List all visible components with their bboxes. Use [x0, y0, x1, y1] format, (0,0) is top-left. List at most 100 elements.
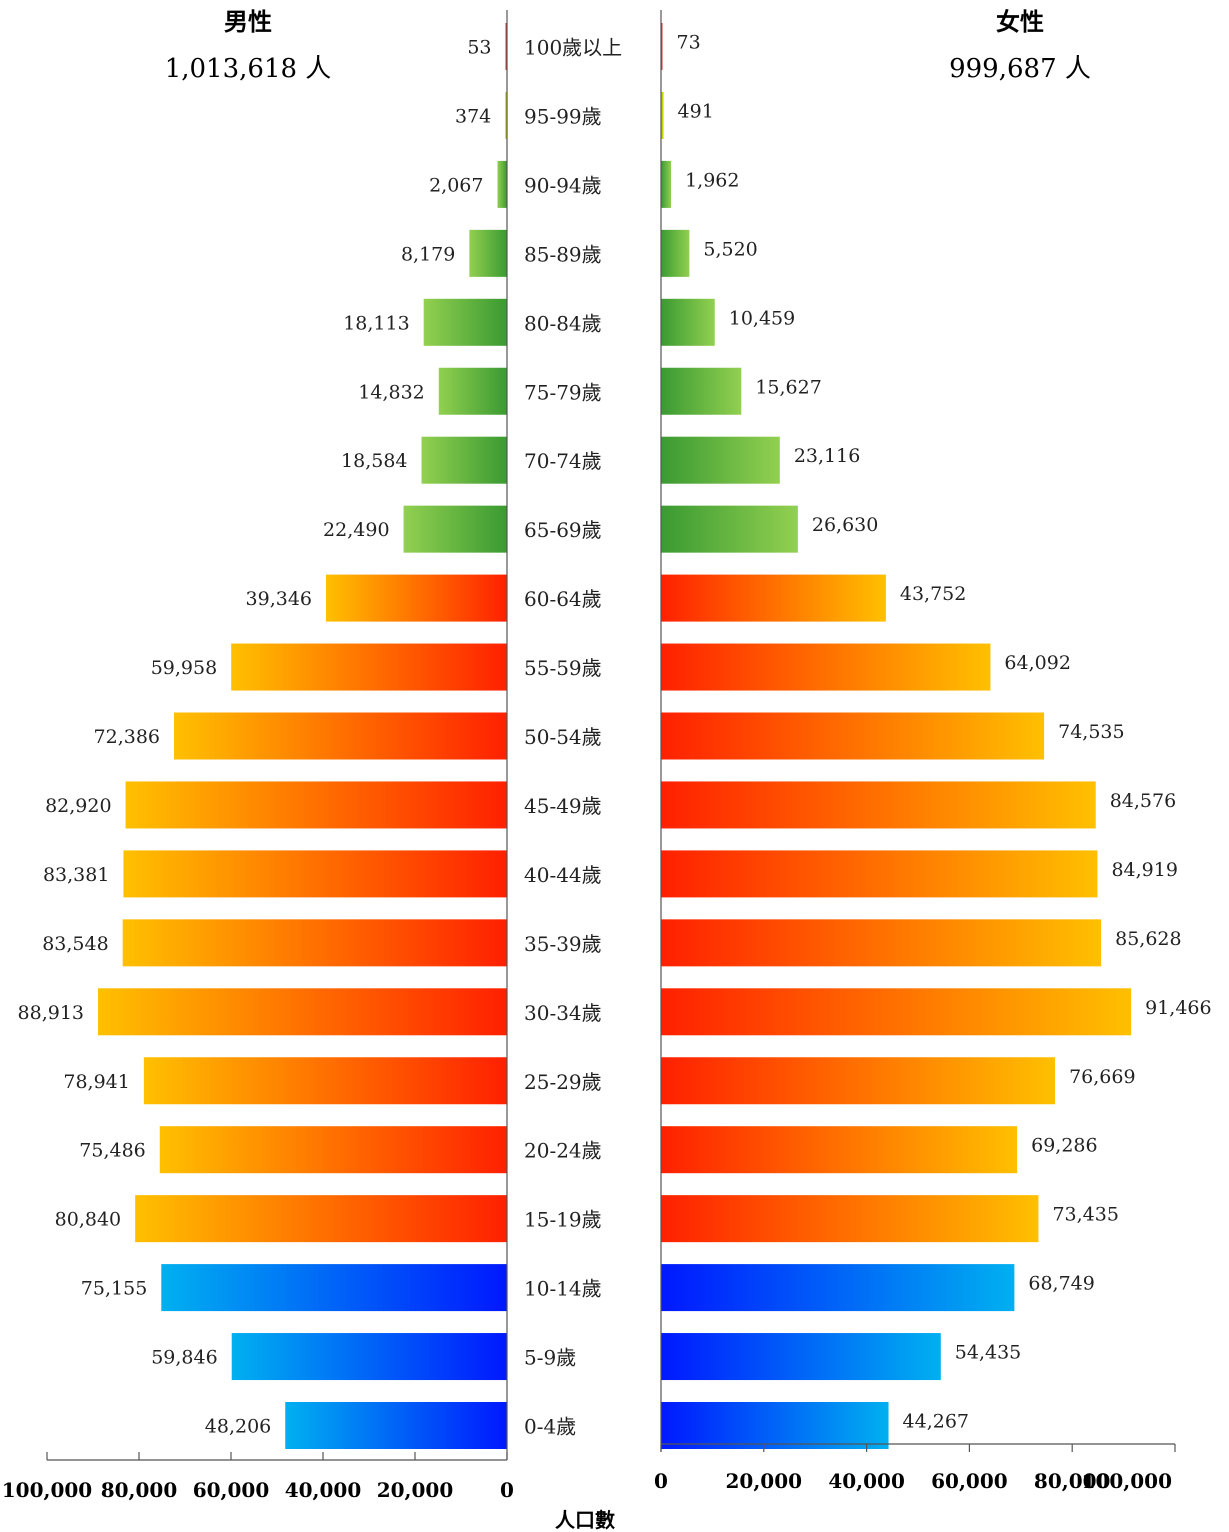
- male-bar: [98, 988, 508, 1036]
- male-tick-label: 0: [500, 1478, 514, 1502]
- female-tick-label: 100,000: [1082, 1469, 1172, 1493]
- male-bar: [505, 23, 507, 70]
- male-value-label: 8,179: [401, 243, 455, 265]
- age-group-label: 75-79歲: [524, 380, 602, 404]
- female-tick-label: 0: [654, 1469, 668, 1493]
- male-value-label: 48,206: [205, 1416, 271, 1438]
- female-value-label: 73: [677, 32, 701, 54]
- male-bar: [231, 643, 507, 691]
- male-value-label: 80,840: [55, 1209, 121, 1231]
- male-value-label: 18,113: [343, 312, 409, 334]
- age-group-label: 20-24歲: [524, 1139, 602, 1163]
- male-bar: [161, 1264, 508, 1312]
- female-value-label: 84,919: [1111, 859, 1177, 881]
- female-bar: [661, 574, 886, 622]
- male-value-label: 78,941: [63, 1071, 129, 1093]
- female-value-label: 26,630: [812, 514, 878, 536]
- female-value-label: 5,520: [703, 238, 757, 260]
- female-tick-label: 40,000: [828, 1469, 905, 1493]
- male-tick-label: 100,000: [2, 1478, 92, 1502]
- male-tick-label: 60,000: [193, 1478, 270, 1502]
- female-tick-label: 60,000: [931, 1469, 1008, 1493]
- female-value-label: 74,535: [1058, 721, 1124, 743]
- female-tick-label: 20,000: [726, 1469, 803, 1493]
- male-value-label: 75,155: [81, 1278, 147, 1300]
- female-total: 999,687 人: [949, 54, 1091, 84]
- age-group-label: 45-49歲: [524, 794, 602, 818]
- female-bar: [661, 229, 690, 277]
- age-group-label: 25-29歲: [524, 1070, 602, 1094]
- female-value-label: 64,092: [1004, 652, 1070, 674]
- female-value-labels: 73 491 1,962 5,520 10,459 15,627 23,116 26,630 4…: [677, 32, 1212, 1433]
- female-bar: [661, 1057, 1056, 1105]
- male-bar: [497, 160, 507, 208]
- x-axis-title: 人口數: [555, 1508, 615, 1532]
- female-bar: [661, 988, 1132, 1036]
- tick-labels: 0 0 20,000 20,000 40,000 40,000 60,000 60,000 80…: [2, 1469, 1172, 1502]
- male-value-label: 83,381: [43, 864, 109, 886]
- age-group-label: 80-84歲: [524, 311, 602, 335]
- female-value-label: 91,466: [1145, 997, 1211, 1019]
- female-bar: [661, 367, 742, 415]
- female-bar: [661, 298, 715, 346]
- female-bar: [661, 160, 672, 208]
- female-bar: [661, 91, 664, 139]
- male-value-label: 374: [455, 105, 491, 127]
- male-bar: [326, 574, 507, 622]
- female-bar: [661, 643, 991, 691]
- age-group-label: 35-39歲: [524, 932, 602, 956]
- male-tick-label: 40,000: [285, 1478, 362, 1502]
- female-bars: [661, 23, 1132, 1449]
- age-group-label: 100歲以上: [524, 36, 622, 60]
- male-bar: [505, 91, 507, 139]
- female-value-label: 43,752: [900, 583, 966, 605]
- female-value-label: 84,576: [1110, 790, 1176, 812]
- female-value-label: 69,286: [1031, 1135, 1097, 1157]
- female-value-label: 1,962: [685, 169, 739, 191]
- male-total: 1,013,618 人: [165, 54, 332, 84]
- male-value-label: 88,913: [18, 1002, 84, 1024]
- female-bar: [661, 712, 1045, 760]
- age-group-label: 65-69歲: [524, 518, 602, 542]
- male-value-labels: 53 374 2,067 8,179 18,113 14,832 18,584 22,490 3…: [18, 37, 492, 1438]
- male-bar: [122, 919, 507, 967]
- female-value-label: 68,749: [1028, 1273, 1094, 1295]
- age-group-label: 90-94歲: [524, 173, 602, 197]
- male-bar: [143, 1057, 507, 1105]
- male-value-label: 59,958: [151, 657, 217, 679]
- female-value-label: 73,435: [1052, 1204, 1118, 1226]
- male-value-label: 82,920: [45, 795, 111, 817]
- age-group-label: 55-59歲: [524, 656, 602, 680]
- female-value-label: 491: [678, 100, 714, 122]
- axes: [46, 10, 1176, 1461]
- female-bar: [661, 850, 1098, 898]
- female-bar: [661, 1195, 1039, 1243]
- female-value-label: 15,627: [755, 376, 821, 398]
- male-value-label: 39,346: [246, 588, 312, 610]
- age-group-label: 15-19歲: [524, 1208, 602, 1232]
- male-value-label: 83,548: [42, 933, 108, 955]
- male-bar: [123, 850, 508, 898]
- age-group-labels: 100歲以上 95-99歲 90-94歲 85-89歲 80-84歲 75-79歲 70-7…: [524, 36, 622, 1439]
- age-group-label: 60-64歲: [524, 587, 602, 611]
- age-group-label: 10-14歲: [524, 1277, 602, 1301]
- age-group-label: 30-34歲: [524, 1001, 602, 1025]
- male-bar: [423, 298, 507, 346]
- male-value-label: 14,832: [358, 381, 424, 403]
- age-group-label: 50-54歲: [524, 725, 602, 749]
- age-group-label: 95-99歲: [524, 104, 602, 128]
- female-value-label: 10,459: [729, 307, 795, 329]
- male-value-label: 75,486: [79, 1140, 145, 1162]
- male-value-label: 2,067: [429, 174, 483, 196]
- male-bar: [421, 436, 507, 484]
- female-value-label: 76,669: [1069, 1066, 1135, 1088]
- female-bar: [661, 1402, 889, 1449]
- female-tick-label: 80,000: [1034, 1469, 1111, 1493]
- female-value-label: 85,628: [1115, 928, 1181, 950]
- male-bar: [285, 1402, 507, 1449]
- female-value-label: 54,435: [955, 1342, 1021, 1364]
- female-bar: [661, 919, 1102, 967]
- female-value-label: 23,116: [794, 445, 860, 467]
- male-value-label: 59,846: [151, 1347, 217, 1369]
